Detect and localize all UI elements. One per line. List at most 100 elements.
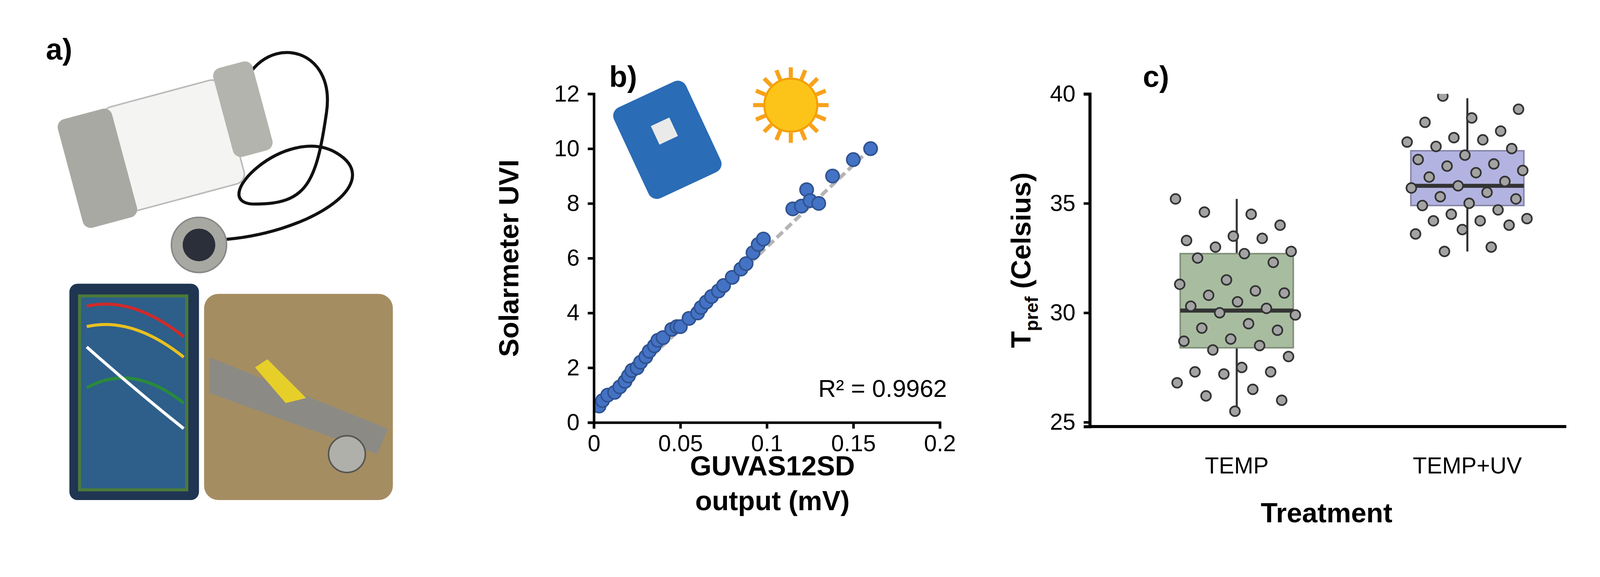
data-point <box>1272 325 1283 336</box>
trendline <box>599 148 871 407</box>
data-point <box>1201 391 1211 401</box>
sun-ray <box>810 124 818 132</box>
sun-ray <box>764 124 772 132</box>
y-axis: 024681012 <box>553 80 594 435</box>
data-point <box>1190 366 1200 377</box>
tick: 2 <box>566 354 594 381</box>
x-axis: TEMPTEMP+UV <box>1204 452 1522 479</box>
tick-label: 8 <box>566 190 580 216</box>
tick: 12 <box>553 80 594 107</box>
tick: 35 <box>1050 190 1090 216</box>
sun-ray <box>755 90 766 95</box>
tick-mark <box>1083 92 1090 96</box>
sensor-icon-board <box>610 77 725 202</box>
data-point <box>1466 112 1477 123</box>
axis-line <box>1083 94 1090 427</box>
data-point <box>1283 351 1294 362</box>
data-point <box>1424 172 1434 183</box>
sun-ray <box>753 103 764 108</box>
data-point <box>756 232 770 246</box>
data-point <box>1203 290 1214 300</box>
panel-label: c) <box>1142 59 1170 93</box>
data-point <box>1199 207 1210 217</box>
axis-line <box>594 422 941 429</box>
sun-ray <box>816 115 826 120</box>
tick-label: 30 <box>1050 299 1076 325</box>
sensor-icon-chip <box>650 117 678 145</box>
axis-title: Tpref (Celsius) <box>1005 172 1042 348</box>
data-point <box>1243 318 1254 329</box>
data-point <box>1413 154 1424 165</box>
sensor-mount <box>171 217 227 273</box>
data-point <box>1417 200 1428 211</box>
data-point <box>1185 301 1196 311</box>
data-point <box>1225 333 1236 344</box>
circuit-wire <box>86 303 184 337</box>
data-point <box>1439 246 1450 257</box>
axis-line <box>587 94 595 423</box>
data-point <box>1221 275 1232 285</box>
tick: 0.2 <box>924 422 957 456</box>
data-point <box>1230 406 1240 417</box>
data-point <box>1510 194 1521 204</box>
tick: 30 <box>1050 299 1090 325</box>
data-point <box>1239 248 1250 259</box>
axis-title: Treatment <box>1260 497 1393 529</box>
tick-label: 6 <box>566 244 580 271</box>
tick-label: 40 <box>1050 80 1076 107</box>
sun-ray <box>818 103 829 108</box>
tick-mark <box>587 257 595 260</box>
axis-title: output (mV) <box>695 485 850 517</box>
axis-title-part: (Celsius) <box>1005 172 1037 297</box>
data-point <box>1402 137 1413 147</box>
tick-label: 12 <box>553 80 580 107</box>
field-photo <box>203 293 393 500</box>
data-point <box>1448 132 1459 143</box>
tick-label: 2 <box>566 354 580 381</box>
sun-ray <box>776 130 781 140</box>
data-point <box>864 142 878 156</box>
tick: TEMP <box>1204 452 1269 479</box>
sun-disc <box>764 78 818 132</box>
data-point <box>1486 242 1497 252</box>
data-point <box>1290 310 1301 320</box>
tick-label: 0 <box>566 409 580 435</box>
flag-tape <box>255 359 307 404</box>
sun-ray <box>816 90 826 95</box>
data-point <box>1250 285 1261 296</box>
tick-mark <box>938 422 942 429</box>
tick-mark <box>587 147 595 151</box>
data-point <box>1275 220 1286 231</box>
axis-line <box>1089 425 1567 429</box>
data-point <box>1495 126 1506 136</box>
data-point <box>1435 191 1446 202</box>
data-point <box>1419 117 1430 128</box>
log <box>209 357 388 454</box>
tick-label: 35 <box>1050 190 1076 216</box>
tick: 8 <box>566 190 594 216</box>
data-point <box>1219 369 1229 379</box>
tick-label: TEMP <box>1204 452 1269 479</box>
y-axis: 25 30 35 40 <box>1050 80 1090 435</box>
data-point <box>1446 209 1457 220</box>
data-point <box>1261 303 1272 314</box>
data-point <box>1517 165 1528 176</box>
tick: 25 <box>1050 408 1090 435</box>
data-point <box>1406 183 1417 193</box>
data-point <box>1286 246 1297 257</box>
tick-mark <box>587 311 595 315</box>
plot-area <box>593 142 877 413</box>
data-point <box>1453 180 1463 191</box>
data-point <box>1493 205 1504 215</box>
data-point <box>1265 366 1276 377</box>
data-point <box>1268 257 1279 268</box>
data-point <box>1246 209 1257 220</box>
sun-ray <box>788 132 793 143</box>
data-point <box>1236 362 1247 373</box>
data-point <box>1228 231 1239 242</box>
data-point <box>1214 307 1225 318</box>
tick: 10 <box>553 135 594 161</box>
circuit-board <box>79 296 187 490</box>
tick-label: 10 <box>553 135 580 161</box>
sun-icon <box>753 67 829 143</box>
